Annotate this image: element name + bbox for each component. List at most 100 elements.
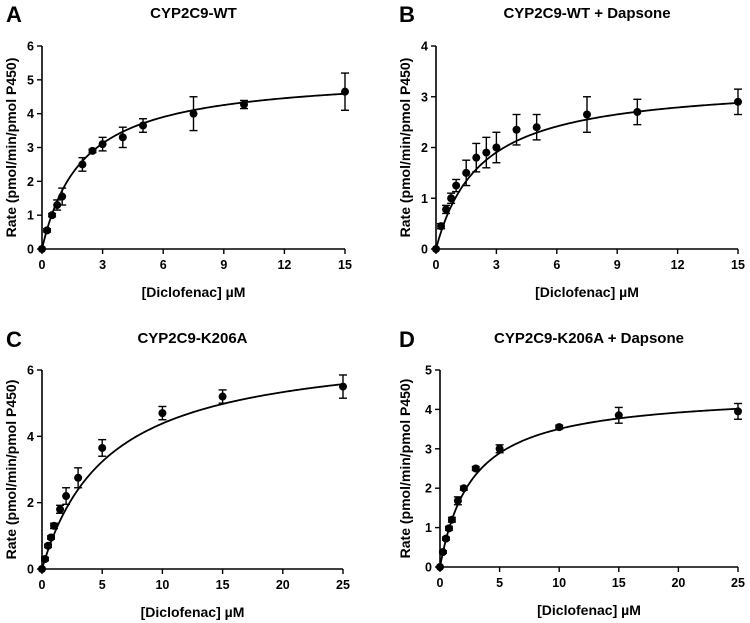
x-tick-label: 3: [493, 258, 500, 272]
data-point: [482, 148, 491, 157]
y-axis-label: Rate (pmol/min/pmol P450): [397, 379, 413, 559]
data-point: [218, 392, 227, 401]
x-tick-label: 9: [614, 258, 621, 272]
y-tick-label: 5: [27, 73, 34, 87]
panel-letter: B: [399, 2, 415, 27]
fit-curve: [439, 407, 739, 568]
data-point: [437, 222, 446, 231]
data-point: [447, 515, 456, 524]
data-point: [47, 533, 56, 542]
data-point: [492, 143, 501, 152]
chart-title: CYP2C9-WT: [150, 5, 237, 22]
y-tick-label: 6: [27, 40, 34, 54]
x-tick-label: 9: [220, 258, 227, 272]
fit-curve: [41, 383, 344, 570]
y-axis-label: Rate (pmol/min/pmol P450): [397, 58, 413, 238]
y-tick-label: 1: [425, 521, 432, 535]
chart-panel-c: C CYP2C9-K206A 0 2 4 6 0 5 10 15 20 25 [Diclofenac] …: [3, 327, 350, 620]
data-point: [532, 123, 541, 132]
data-point: [189, 109, 198, 118]
data-point: [38, 565, 46, 573]
x-tick-label: 5: [496, 576, 503, 590]
data-point: [614, 411, 623, 420]
x-tick-label: 6: [160, 258, 167, 272]
chart-panel-d: D CYP2C9-K206A + Dapsone 0 1 2 3 4 5 0 5 10 15 20 25 […: [397, 327, 745, 618]
y-tick-label: 3: [27, 141, 34, 155]
data-point: [88, 146, 97, 155]
chart-title: CYP2C9-K206A + Dapsone: [494, 330, 684, 347]
x-tick-label: 25: [336, 578, 350, 592]
data-point: [495, 444, 504, 453]
chart-title: CYP2C9-WT + Dapsone: [503, 5, 670, 22]
y-tick-label: 3: [425, 442, 432, 456]
data-point: [118, 133, 127, 142]
data-point: [734, 97, 742, 106]
data-point: [50, 521, 59, 530]
data-point: [447, 194, 456, 203]
x-tick-label: 10: [552, 576, 566, 590]
y-tick-label: 4: [425, 403, 432, 417]
data-point: [471, 464, 480, 473]
x-tick-label: 12: [277, 258, 291, 272]
data-point: [43, 226, 52, 235]
x-axis-label: [Diclofenac] µM: [535, 284, 639, 300]
x-tick-label: 20: [276, 578, 290, 592]
x-tick-label: 15: [338, 258, 352, 272]
y-tick-label: 0: [425, 561, 432, 575]
x-tick-label: 3: [99, 258, 106, 272]
panel-letter: A: [6, 2, 22, 27]
panel-letter: D: [399, 327, 415, 352]
x-axis-label: [Diclofenac] µM: [537, 602, 641, 618]
data-point: [438, 548, 447, 557]
data-point: [98, 140, 107, 149]
y-tick-label: 0: [27, 563, 34, 577]
y-tick-label: 4: [421, 40, 428, 54]
data-point: [555, 423, 564, 432]
data-point: [441, 534, 450, 543]
data-point: [512, 125, 521, 134]
data-point: [38, 245, 46, 253]
y-tick-label: 0: [27, 243, 34, 257]
data-point: [56, 505, 65, 514]
y-tick-label: 4: [27, 430, 34, 444]
data-point: [78, 160, 87, 169]
x-tick-label: 0: [39, 258, 46, 272]
x-tick-label: 25: [731, 576, 745, 590]
x-tick-label: 12: [671, 258, 685, 272]
data-point: [633, 107, 642, 116]
data-point: [442, 205, 451, 214]
x-tick-label: 0: [437, 576, 444, 590]
data-point: [74, 473, 83, 482]
data-point: [158, 409, 167, 418]
y-tick-label: 2: [27, 496, 34, 510]
data-point: [436, 563, 444, 571]
data-point: [341, 87, 349, 96]
y-axis-label: Rate (pmol/min/pmol P450): [3, 58, 19, 238]
x-tick-label: 6: [553, 258, 560, 272]
data-point: [432, 245, 440, 253]
y-tick-label: 2: [425, 482, 432, 496]
x-tick-label: 10: [155, 578, 169, 592]
y-tick-label: 1: [27, 209, 34, 223]
data-point: [462, 168, 471, 177]
x-tick-label: 0: [39, 578, 46, 592]
x-tick-label: 15: [612, 576, 626, 590]
data-point: [98, 443, 107, 452]
panel-letter: C: [6, 327, 22, 352]
data-point: [48, 211, 57, 220]
x-tick-label: 5: [99, 578, 106, 592]
y-axis-label: Rate (pmol/min/pmol P450): [3, 380, 19, 560]
x-tick-label: 15: [731, 258, 745, 272]
y-tick-label: 1: [421, 192, 428, 206]
x-axis-label: [Diclofenac] µM: [142, 284, 246, 300]
data-point: [41, 555, 50, 564]
data-point: [53, 201, 62, 210]
data-point: [139, 121, 147, 130]
x-axis-label: [Diclofenac] µM: [141, 604, 245, 620]
data-point: [444, 524, 453, 533]
data-point: [459, 484, 468, 493]
x-tick-label: 15: [216, 578, 230, 592]
chart-title: CYP2C9-K206A: [137, 330, 247, 347]
